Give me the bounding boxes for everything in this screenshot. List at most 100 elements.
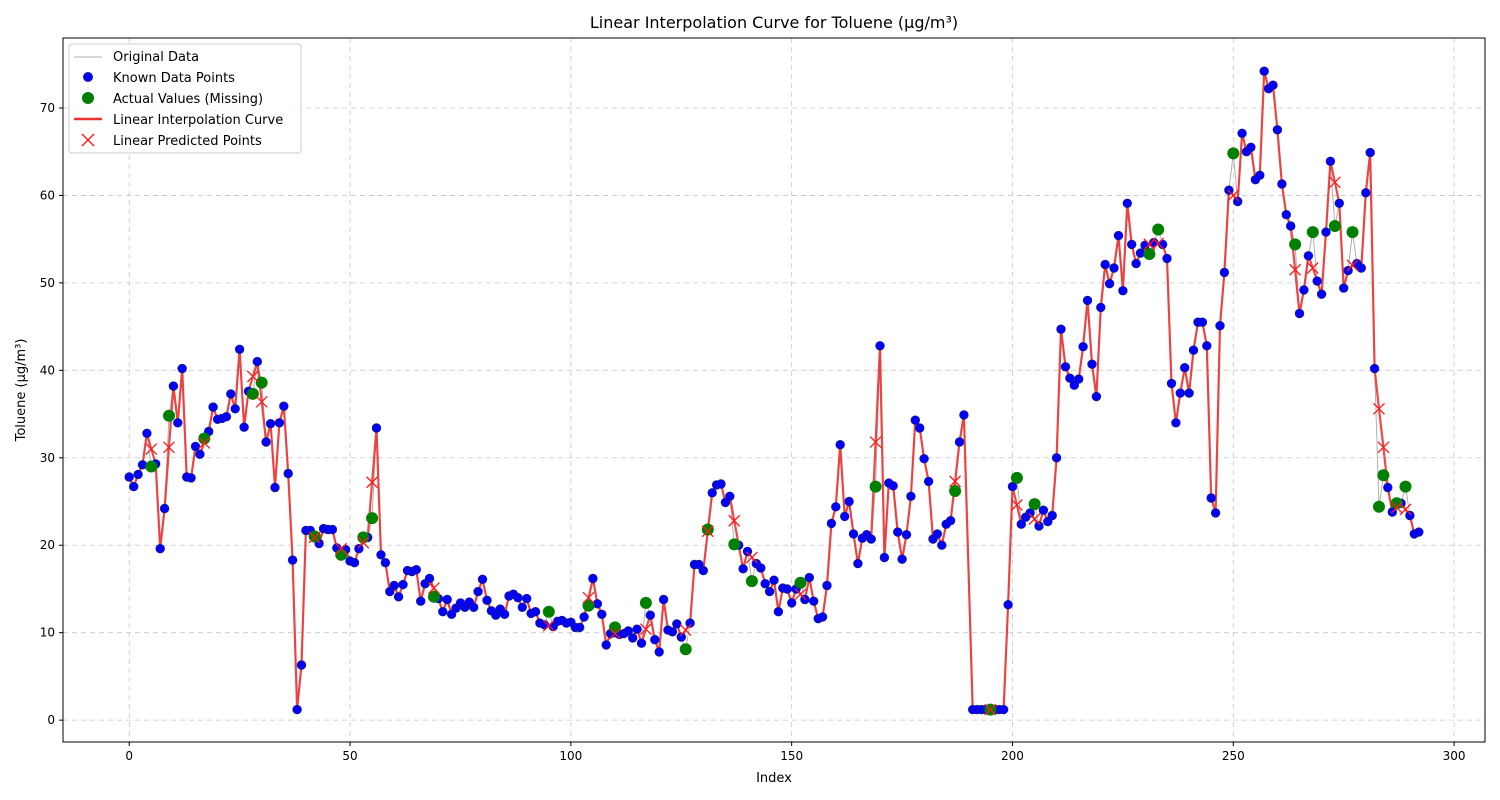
predicted-point xyxy=(701,525,714,538)
known-data-point xyxy=(517,602,528,613)
known-data-point xyxy=(1007,481,1018,492)
known-data-point xyxy=(1131,258,1141,269)
known-data-point xyxy=(270,482,280,493)
predicted-point xyxy=(1028,513,1041,525)
actual-missing-point xyxy=(1152,223,1165,236)
known-data-point xyxy=(477,574,488,585)
y-tick-label: 40 xyxy=(40,363,55,377)
known-data-point xyxy=(499,609,510,620)
known-data-point xyxy=(274,418,285,428)
x-tick-label: 150 xyxy=(780,749,803,763)
predicted-point xyxy=(984,703,997,716)
known-data-point xyxy=(844,496,854,507)
known-data-point xyxy=(1188,345,1199,355)
known-data-point xyxy=(442,594,452,605)
known-data-point xyxy=(769,575,779,585)
predicted-point xyxy=(1227,189,1240,202)
known-data-point xyxy=(848,529,859,539)
known-data-point xyxy=(1316,289,1327,299)
known-data-point xyxy=(469,602,479,613)
legend-known-swatch xyxy=(83,72,93,82)
y-tick-label: 20 xyxy=(40,538,55,552)
known-data-point xyxy=(376,550,386,560)
actual-missing-point xyxy=(542,605,555,618)
predicted-point xyxy=(145,443,158,455)
known-data-point xyxy=(1060,362,1071,372)
known-data-point xyxy=(698,565,709,576)
known-data-point xyxy=(239,422,249,432)
legend-box xyxy=(68,43,302,154)
known-data-point xyxy=(416,596,426,606)
y-tick-label: 60 xyxy=(40,188,55,202)
predicted-points-series xyxy=(145,176,1412,716)
known-data-point xyxy=(575,622,585,633)
known-data-point xyxy=(133,469,143,480)
y-tick-label: 70 xyxy=(40,101,55,115)
predicted-point xyxy=(246,370,259,383)
known-data-point xyxy=(473,586,483,597)
known-data-point xyxy=(1073,374,1084,384)
predicted-point xyxy=(1373,402,1385,415)
known-data-point xyxy=(623,626,634,636)
known-data-point xyxy=(1162,253,1172,264)
x-axis-label: Index xyxy=(756,771,792,786)
known-data-point xyxy=(866,534,876,544)
actual-missing-point xyxy=(639,596,652,609)
known-data-point xyxy=(424,573,435,584)
known-data-point xyxy=(1016,519,1027,529)
known-data-point xyxy=(296,660,307,670)
known-data-point xyxy=(265,419,276,429)
legend-actual-swatch xyxy=(82,92,94,104)
x-tick-label: 200 xyxy=(1001,749,1024,763)
known-data-point xyxy=(1325,156,1336,167)
known-data-point xyxy=(1184,388,1194,398)
actual-missing-point xyxy=(1390,497,1403,510)
known-data-point xyxy=(901,530,912,540)
predicted-point xyxy=(427,582,440,595)
known-data-point xyxy=(1281,209,1292,220)
actual-missing-point xyxy=(1010,471,1023,484)
known-data-point xyxy=(826,518,837,529)
legend-curve-label: Linear Interpolation Curve xyxy=(113,113,283,128)
known-data-point xyxy=(910,415,921,425)
known-data-point xyxy=(1087,359,1097,369)
known-data-point xyxy=(177,363,187,374)
known-data-point xyxy=(398,579,408,590)
known-data-point xyxy=(1034,521,1044,531)
known-data-point xyxy=(906,491,916,502)
predicted-point xyxy=(728,514,741,527)
y-tick-label: 10 xyxy=(40,626,55,640)
known-data-point xyxy=(764,586,775,597)
known-data-point xyxy=(221,412,232,422)
known-data-point xyxy=(632,624,642,634)
y-tick-label: 50 xyxy=(40,276,55,290)
predicted-point xyxy=(1377,441,1390,454)
known-data-point xyxy=(1356,263,1367,273)
known-data-point xyxy=(1219,267,1230,278)
known-data-point xyxy=(998,704,1009,715)
legend: Original Data Known Data Points Actual V… xyxy=(68,43,302,154)
known-data-point xyxy=(124,472,134,482)
known-data-point xyxy=(1232,196,1243,207)
known-data-point xyxy=(1104,279,1115,289)
known-data-point xyxy=(658,594,669,605)
known-data-point xyxy=(738,564,748,574)
known-data-point xyxy=(1255,170,1265,181)
known-data-point xyxy=(937,540,947,550)
known-data-point xyxy=(654,647,664,657)
x-tick-label: 0 xyxy=(125,749,133,763)
known-data-point xyxy=(817,612,828,622)
y-tick-label: 30 xyxy=(40,451,55,465)
predicted-point xyxy=(1399,503,1412,516)
known-data-point xyxy=(522,593,532,604)
predicted-point xyxy=(1306,262,1319,274)
actual-missing-point xyxy=(145,460,158,473)
known-data-point xyxy=(888,481,898,491)
x-tick-label: 100 xyxy=(559,749,582,763)
predicted-point xyxy=(869,436,882,448)
known-data-point xyxy=(1383,482,1393,493)
known-data-point xyxy=(579,612,589,622)
known-data-point xyxy=(959,410,969,420)
known-data-point xyxy=(279,401,289,411)
actual-missing-point xyxy=(1328,220,1341,232)
